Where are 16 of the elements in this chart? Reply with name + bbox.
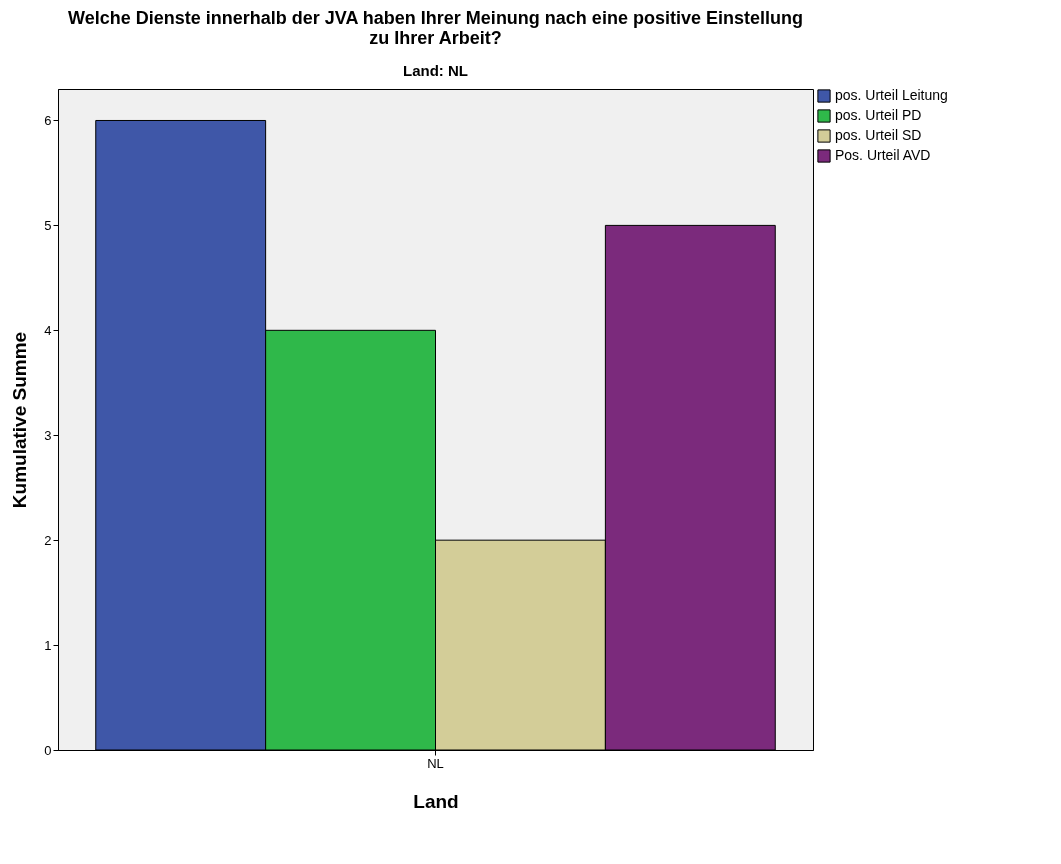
x-tick-label: NL <box>427 755 444 771</box>
legend-label: pos. Urteil Leitung <box>835 87 948 103</box>
y-tick-label: 3 <box>44 427 52 443</box>
chart-title: Welche Dienste innerhalb der JVA haben Ihrer Meinung nach eine positive Einstellung zu Ihrer Arbeit? <box>68 8 803 48</box>
y-tick-label: 0 <box>44 742 52 758</box>
y-tick-label: 5 <box>44 217 52 233</box>
y-tick-label: 6 <box>44 112 52 128</box>
y-tick-label: 4 <box>44 322 52 338</box>
y-tick-label: 2 <box>44 532 52 548</box>
legend-label: pos. Urteil SD <box>835 127 922 143</box>
x-axis-title: Land <box>413 790 459 812</box>
legend-label: pos. Urteil PD <box>835 107 922 123</box>
chart-subtitle: Land: NL <box>403 62 468 79</box>
y-axis-title: Kumulative Summe <box>9 331 31 509</box>
y-tick-label: 1 <box>44 637 52 653</box>
legend-label: Pos. Urteil AVD <box>835 147 931 163</box>
